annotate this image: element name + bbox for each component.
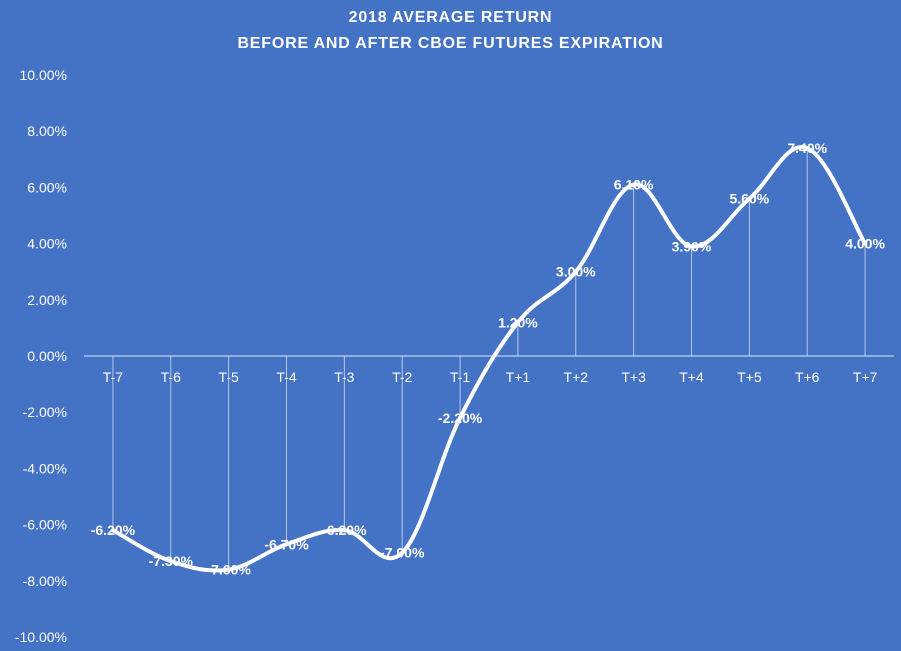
data-label: -2.20% <box>438 410 483 426</box>
data-point <box>458 415 463 420</box>
x-tick-label: T-6 <box>161 369 181 385</box>
y-tick-label: 10.00% <box>20 67 67 83</box>
data-point <box>226 567 231 572</box>
data-label: 1.20% <box>498 314 538 330</box>
data-point <box>515 320 520 325</box>
data-point <box>747 196 752 201</box>
data-point <box>168 559 173 564</box>
x-tick-label: T-7 <box>103 369 123 385</box>
data-label: 7.40% <box>787 140 827 156</box>
data-label: 6.10% <box>614 177 654 193</box>
series-line <box>110 145 868 573</box>
data-point <box>631 182 636 187</box>
x-tick-label: T+6 <box>795 369 820 385</box>
data-point <box>863 241 868 246</box>
x-tick-label: T+1 <box>506 369 531 385</box>
data-label: -7.60% <box>206 562 251 578</box>
data-label: 3.00% <box>556 264 596 280</box>
data-point <box>342 528 347 533</box>
data-label: -7.30% <box>149 553 194 569</box>
x-tick-label: T-5 <box>219 369 239 385</box>
data-point <box>573 269 578 274</box>
data-point <box>400 550 405 555</box>
data-label: 4.00% <box>845 236 885 252</box>
x-tick-label: T-1 <box>450 369 470 385</box>
y-tick-label: -6.00% <box>23 517 67 533</box>
data-point <box>805 146 810 151</box>
data-point <box>284 542 289 547</box>
y-tick-label: 6.00% <box>27 179 67 195</box>
chart-title: 2018 AVERAGE RETURN <box>348 9 553 26</box>
data-label: -7.00% <box>380 545 425 561</box>
y-tick-label: 4.00% <box>27 236 67 252</box>
data-point <box>110 528 115 533</box>
x-tick-label: T+5 <box>737 369 762 385</box>
x-tick-label: T+7 <box>853 369 878 385</box>
x-tick-label: T+2 <box>564 369 589 385</box>
y-tick-label: -10.00% <box>15 629 67 645</box>
y-tick-label: -8.00% <box>23 573 67 589</box>
y-tick-label: 8.00% <box>27 123 67 139</box>
chart-subtitle: BEFORE AND AFTER CBOE FUTURES EXPIRATION <box>237 35 664 52</box>
y-tick-label: -4.00% <box>23 460 67 476</box>
x-tick-label: T-2 <box>392 369 412 385</box>
data-label: -6.70% <box>264 536 309 552</box>
data-label: -6.20% <box>322 522 367 538</box>
data-point <box>689 244 694 249</box>
data-label: -6.20% <box>91 522 136 538</box>
x-tick-label: T+4 <box>679 369 704 385</box>
y-tick-label: 0.00% <box>27 348 67 364</box>
x-tick-label: T-3 <box>334 369 354 385</box>
data-label: 3.90% <box>672 238 712 254</box>
y-tick-label: 2.00% <box>27 292 67 308</box>
x-tick-label: T-4 <box>276 369 296 385</box>
data-label: 5.60% <box>730 191 770 207</box>
y-tick-label: -2.00% <box>23 404 67 420</box>
x-tick-label: T+3 <box>621 369 646 385</box>
